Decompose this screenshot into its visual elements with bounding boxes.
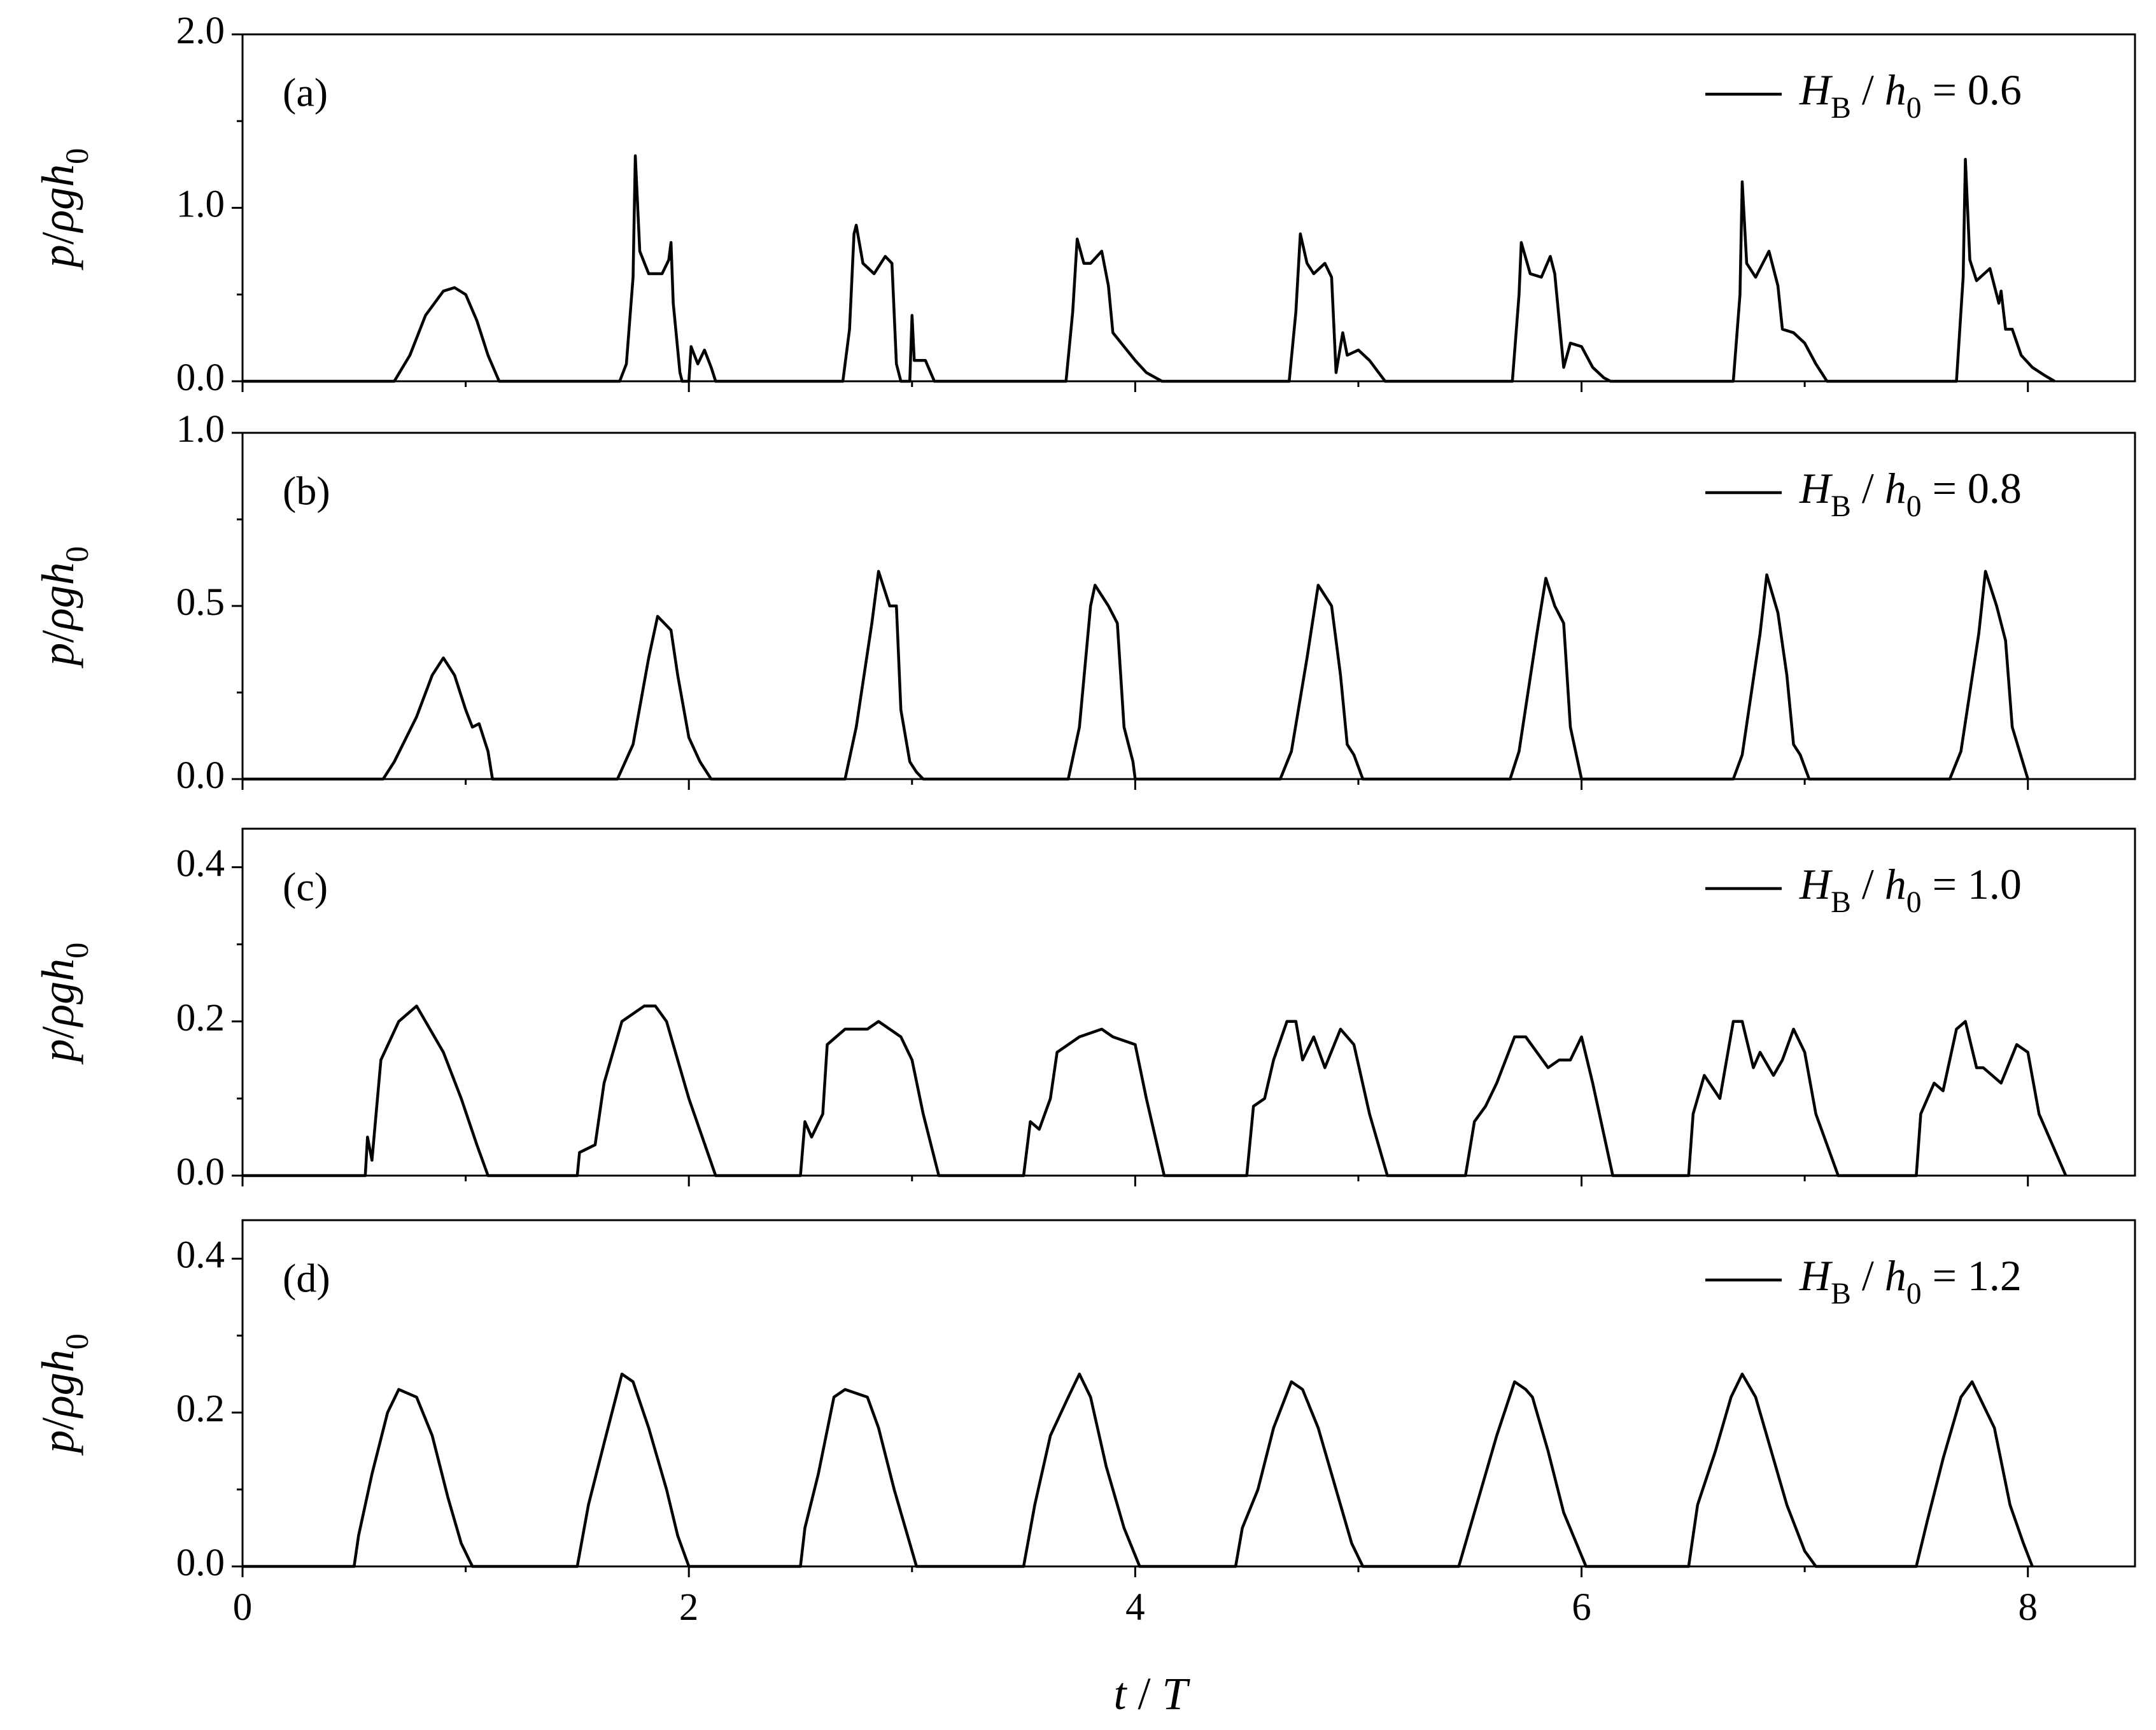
data-line — [243, 1372, 2034, 1568]
y-tick-label: 0.0 — [176, 1151, 225, 1193]
y-tick-label: 0.0 — [176, 754, 225, 797]
y-axis-label: p/ρgh0 — [32, 1333, 95, 1456]
y-tick-label: 0.0 — [176, 356, 225, 399]
x-tick-label: 0 — [233, 1586, 253, 1629]
x-tick-label: 6 — [1572, 1586, 1591, 1629]
x-tick-label: 2 — [679, 1586, 699, 1629]
y-tick-label: 1.0 — [176, 408, 225, 451]
y-tick-label: 0.0 — [176, 1542, 225, 1584]
y-axis-label: p/ρgh0 — [32, 546, 95, 669]
y-tick-label: 0.4 — [176, 1234, 225, 1276]
x-tick-label: 4 — [1125, 1586, 1145, 1629]
data-line — [243, 1004, 2068, 1178]
x-tick-label: 8 — [2018, 1586, 2038, 1629]
y-axis-label: p/ρgh0 — [32, 148, 95, 271]
panel-label: (d) — [283, 1256, 330, 1301]
legend-label: HB / h0 = 0.6 — [1799, 66, 2022, 125]
legend-label: HB / h0 = 1.0 — [1799, 860, 2022, 919]
y-axis-label: p/ρgh0 — [32, 943, 95, 1065]
panel-label: (c) — [283, 864, 328, 910]
y-tick-label: 0.2 — [176, 1388, 225, 1430]
y-tick-label: 2.0 — [176, 10, 225, 52]
y-tick-label: 0.4 — [176, 843, 225, 885]
x-axis-label: t / T — [1113, 1668, 1190, 1719]
data-line — [243, 570, 2029, 781]
panel-label: (a) — [283, 70, 328, 115]
legend-label: HB / h0 = 1.2 — [1799, 1251, 2022, 1311]
data-line — [243, 154, 2055, 383]
legend-label: HB / h0 = 0.8 — [1799, 464, 2022, 523]
y-tick-label: 0.5 — [176, 581, 225, 624]
y-tick-label: 0.2 — [176, 997, 225, 1039]
panel-label: (b) — [283, 468, 330, 514]
y-tick-label: 1.0 — [176, 183, 225, 226]
